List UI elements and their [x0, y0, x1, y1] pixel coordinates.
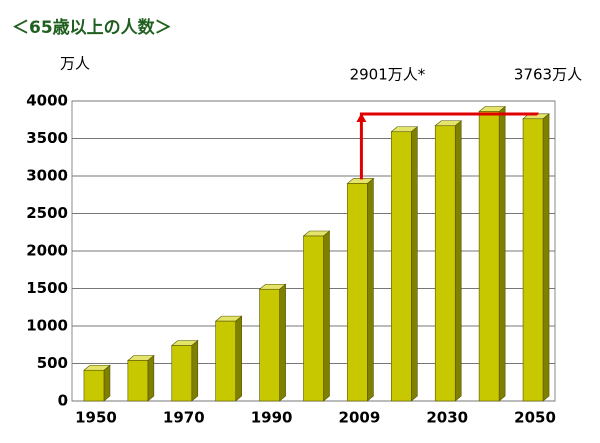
bar-face: [347, 183, 368, 402]
bar-face: [478, 111, 500, 402]
bar: [83, 364, 111, 402]
bar: [434, 120, 463, 402]
x-tick-label: 1990: [251, 409, 293, 427]
y-tick-label: 2000: [26, 242, 68, 260]
bar: [478, 105, 506, 402]
bar-face: [127, 360, 149, 402]
bar-face: [147, 354, 155, 402]
bar: [258, 283, 287, 402]
x-tick-label: 2030: [426, 409, 468, 427]
y-tick-label: 3000: [26, 167, 68, 185]
annotation: 2901万人*: [350, 66, 426, 84]
y-tick-label: 1500: [26, 279, 68, 297]
y-tick-label: 4000: [26, 92, 68, 110]
bar-face: [454, 120, 462, 402]
y-tick-label: 500: [37, 354, 68, 372]
bar-face: [434, 125, 456, 402]
bar: [390, 126, 419, 402]
bar-face: [215, 320, 236, 402]
bar-face: [498, 105, 506, 402]
bar: [346, 177, 375, 402]
bar: [214, 315, 243, 402]
bar: [522, 113, 550, 402]
x-tick-label: 1970: [163, 409, 205, 427]
bar-face: [323, 230, 330, 402]
annotation: 3763万人: [514, 66, 582, 84]
x-tick-label: 2009: [339, 409, 381, 427]
y-tick-label: 1000: [26, 317, 68, 335]
bar-face: [103, 364, 111, 402]
bar-face: [367, 177, 374, 402]
bar: [302, 230, 331, 402]
bar-face: [411, 126, 418, 402]
bar-face: [542, 113, 550, 402]
y-tick-label: 2500: [26, 204, 68, 222]
bar-face: [391, 131, 412, 402]
bar-face: [171, 345, 193, 402]
arrow: [359, 112, 539, 180]
bar: [127, 354, 155, 402]
x-tick-label: 2050: [514, 409, 556, 427]
y-tick-label: 3500: [26, 129, 68, 147]
bar: [170, 339, 199, 402]
bar-face: [235, 315, 242, 402]
bar-face: [522, 118, 544, 402]
chart-title: ＜65歳以上の人数＞: [12, 17, 172, 38]
bar-face: [83, 369, 105, 402]
bar-face: [279, 283, 286, 402]
arrow-head: [356, 113, 367, 122]
bar-face: [191, 339, 199, 402]
bar-face: [259, 288, 280, 402]
y-tick-label: 0: [58, 392, 68, 410]
y-axis-label: 万人: [60, 55, 90, 73]
bar-face: [303, 235, 324, 402]
x-tick-label: 1950: [75, 409, 117, 427]
